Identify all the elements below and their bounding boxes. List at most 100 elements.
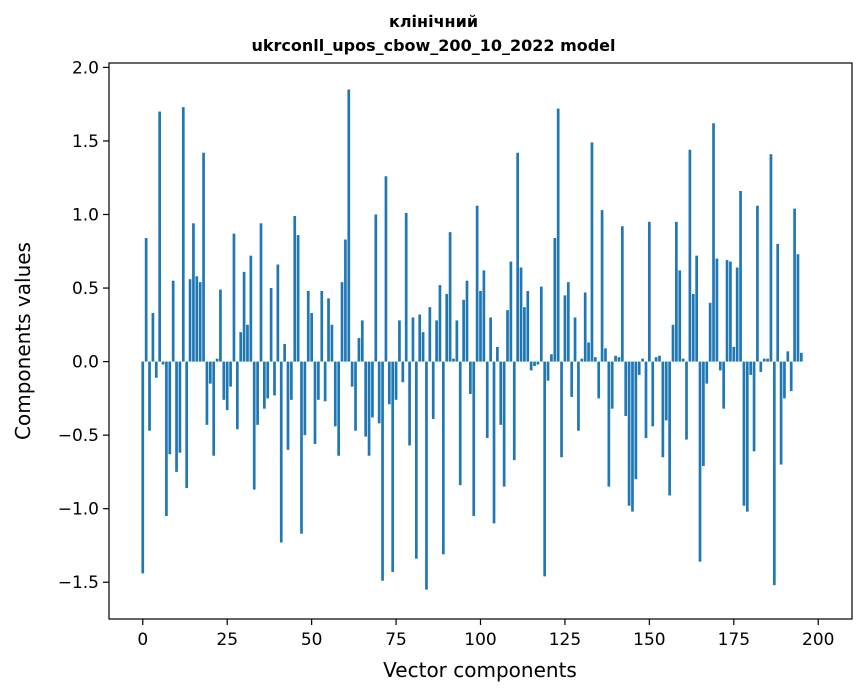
bar bbox=[381, 361, 384, 581]
bar bbox=[729, 261, 732, 362]
bar bbox=[759, 361, 763, 372]
bar bbox=[654, 357, 658, 362]
bar bbox=[512, 361, 516, 461]
bar bbox=[712, 123, 715, 362]
bar bbox=[496, 346, 499, 362]
bar bbox=[219, 289, 222, 362]
bar bbox=[273, 361, 276, 396]
bar bbox=[178, 361, 182, 453]
bar bbox=[634, 361, 638, 480]
bar bbox=[593, 357, 597, 362]
bar bbox=[276, 264, 280, 362]
bar bbox=[546, 361, 550, 381]
bar bbox=[222, 361, 226, 400]
x-tick-label: 25 bbox=[216, 630, 238, 650]
bar bbox=[286, 361, 290, 450]
bar bbox=[749, 361, 753, 375]
x-tick-label: 75 bbox=[385, 630, 407, 650]
bar bbox=[702, 361, 705, 467]
x-axis-ticks: 0 25 50 75 100 125 150 175 200 bbox=[137, 619, 834, 650]
x-tick-label: 125 bbox=[549, 630, 581, 650]
bar bbox=[202, 152, 205, 362]
bar bbox=[617, 357, 621, 362]
y-tick-label: −0.5 bbox=[58, 426, 99, 446]
y-tick-label: 0.0 bbox=[72, 353, 99, 373]
bar bbox=[242, 271, 246, 362]
bar bbox=[208, 361, 212, 384]
bar bbox=[658, 355, 661, 362]
bar bbox=[560, 361, 563, 458]
bar bbox=[715, 258, 719, 362]
bar bbox=[320, 290, 324, 362]
bar bbox=[523, 307, 526, 362]
bar bbox=[772, 361, 776, 586]
bar bbox=[239, 332, 243, 362]
bar bbox=[756, 205, 759, 362]
bar bbox=[458, 361, 462, 486]
bar bbox=[681, 358, 685, 362]
bar bbox=[313, 361, 317, 444]
bar bbox=[691, 293, 695, 362]
bar bbox=[482, 270, 486, 362]
bar bbox=[789, 361, 793, 392]
bar bbox=[340, 282, 344, 362]
bar bbox=[290, 361, 293, 400]
bar bbox=[499, 361, 503, 425]
bar bbox=[509, 261, 513, 362]
bar bbox=[181, 107, 185, 362]
bar bbox=[246, 324, 249, 362]
bar bbox=[678, 270, 682, 362]
bar bbox=[462, 299, 465, 362]
bar bbox=[232, 233, 236, 362]
bar bbox=[330, 324, 334, 362]
bar bbox=[337, 361, 340, 456]
bar bbox=[414, 361, 418, 559]
chart-title-line2: ukrconll_upos_cbow_200_10_2022 model bbox=[251, 36, 616, 55]
y-tick-label: −1.0 bbox=[58, 500, 99, 520]
bar bbox=[533, 361, 536, 366]
bar bbox=[637, 361, 641, 375]
bar bbox=[428, 307, 432, 362]
bar bbox=[590, 142, 594, 362]
bar bbox=[577, 361, 580, 431]
bar bbox=[648, 221, 651, 362]
bar bbox=[793, 208, 796, 362]
bar bbox=[475, 205, 479, 362]
bar bbox=[418, 314, 422, 362]
bar bbox=[391, 361, 395, 572]
bar bbox=[735, 267, 739, 362]
y-tick-label: 0.5 bbox=[72, 279, 99, 299]
bar bbox=[472, 361, 476, 517]
bar bbox=[367, 361, 371, 456]
bar bbox=[675, 221, 678, 362]
bar bbox=[445, 293, 449, 362]
bar bbox=[303, 361, 307, 436]
bar bbox=[431, 361, 435, 419]
y-tick-label: −1.5 bbox=[58, 573, 99, 593]
x-tick-label: 175 bbox=[718, 630, 750, 650]
bar bbox=[718, 361, 722, 371]
bar bbox=[259, 223, 263, 362]
bar bbox=[411, 317, 415, 362]
bar bbox=[489, 317, 492, 362]
bar bbox=[323, 361, 327, 402]
bar bbox=[526, 290, 530, 362]
bar bbox=[485, 361, 489, 439]
bar bbox=[377, 361, 381, 424]
bar bbox=[566, 282, 570, 362]
bar bbox=[435, 320, 438, 362]
bar bbox=[644, 361, 648, 439]
bar bbox=[796, 254, 800, 362]
bar bbox=[573, 317, 577, 362]
bar bbox=[550, 354, 553, 362]
bar bbox=[185, 361, 189, 489]
bar bbox=[144, 238, 148, 362]
bar bbox=[350, 361, 354, 387]
bar bbox=[604, 348, 607, 362]
bar bbox=[776, 243, 780, 362]
bar bbox=[269, 288, 273, 362]
bar bbox=[266, 361, 270, 399]
bar bbox=[529, 361, 533, 371]
bar bbox=[452, 358, 455, 362]
